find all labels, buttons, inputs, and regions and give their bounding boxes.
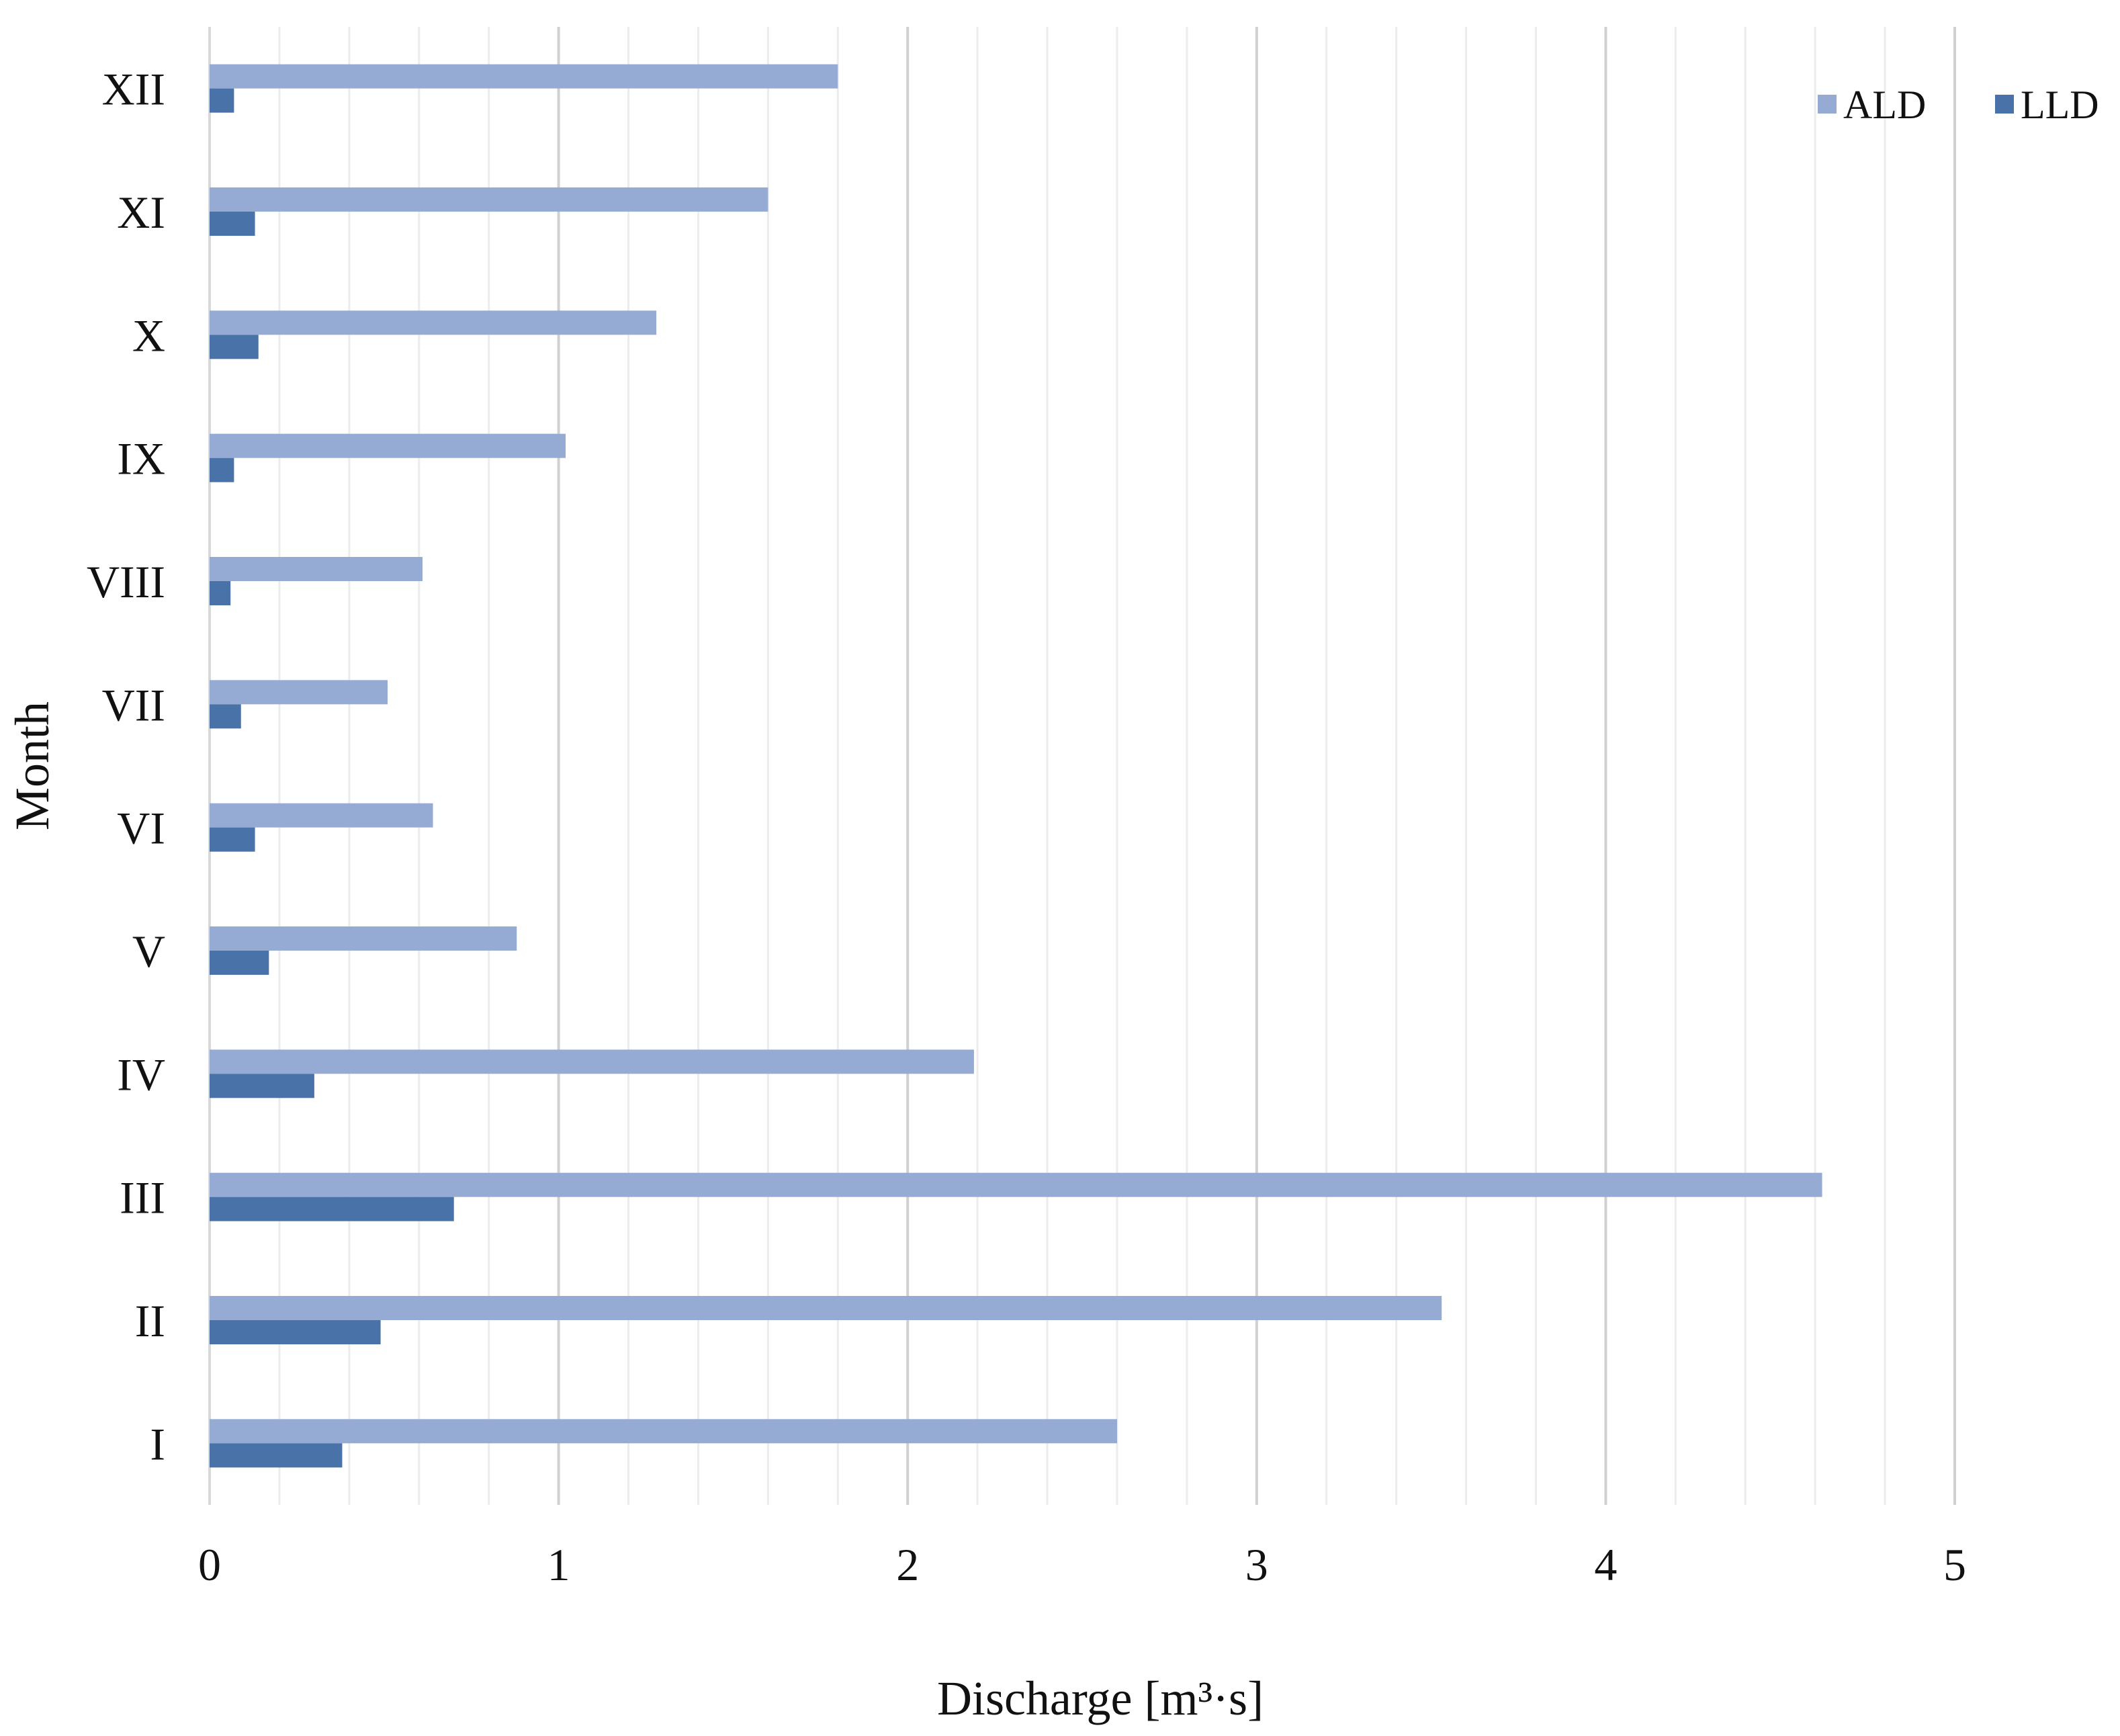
bar-ald-iv [210,1049,974,1074]
bar-ald-x [210,310,657,335]
x-tick-label: 3 [1245,1539,1268,1590]
y-tick-label: II [135,1295,165,1346]
bars [210,64,1822,1468]
y-tick-label: V [132,926,165,977]
legend-label-ald: ALD [1843,83,1926,127]
bar-ald-v [210,926,517,951]
x-tick-labels: 0 1 2 3 4 5 [198,1539,1966,1590]
x-tick-label: 4 [1594,1539,1617,1590]
y-tick-label: I [150,1418,165,1469]
y-tick-label: XI [117,187,165,238]
bar-lld-ii [210,1320,381,1344]
bar-lld-v [210,951,269,975]
bar-lld-x [210,335,259,359]
bar-ald-i [210,1419,1117,1444]
y-tick-label: VI [117,803,165,854]
legend: ALD LLD [1818,83,2099,127]
y-tick-label: XII [102,64,165,115]
y-tick-label: III [120,1172,165,1223]
x-tick-label: 2 [896,1539,919,1590]
bar-ald-viii [210,557,423,581]
legend-swatch-lld [1995,95,2014,114]
bar-lld-i [210,1443,343,1468]
bar-ald-vii [210,680,388,705]
x-tick-label: 1 [547,1539,570,1590]
y-tick-label: VII [102,679,165,730]
legend-label-lld: LLD [2021,83,2099,127]
bar-lld-iv [210,1074,314,1098]
bar-lld-viii [210,581,231,605]
y-tick-label: IV [117,1049,165,1100]
y-tick-label: VIII [87,556,165,607]
y-axis-title: Month [5,701,59,830]
x-tick-label: 0 [198,1539,221,1590]
bar-ald-xii [210,64,838,89]
bar-ald-ix [210,433,566,458]
bar-lld-vi [210,827,255,852]
x-axis-title: Discharge [m³·s] [937,1672,1264,1725]
bar-ald-iii [210,1172,1822,1197]
legend-swatch-ald [1818,95,1837,114]
bar-ald-vi [210,803,433,828]
bar-lld-xii [210,88,234,113]
bar-lld-ix [210,458,234,482]
bar-ald-xi [210,187,768,212]
bar-lld-xi [210,212,255,236]
bar-lld-iii [210,1197,454,1221]
bar-ald-ii [210,1296,1442,1320]
x-tick-label: 5 [1943,1539,1966,1590]
y-tick-label: IX [117,433,165,484]
bar-lld-vii [210,704,241,729]
gridlines [208,27,1956,1505]
y-tick-label: X [132,310,165,361]
